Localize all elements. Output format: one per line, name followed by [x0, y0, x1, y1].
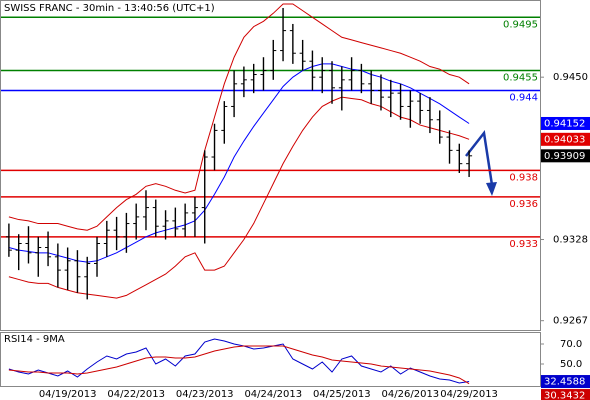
- projection-arrow: [465, 129, 494, 186]
- arrow-head: [486, 182, 497, 196]
- price-tag: [541, 132, 590, 146]
- level-label: 0.9495: [503, 19, 538, 30]
- rsi-panel: [0, 332, 541, 387]
- x-tick-label: 04/25/2013: [313, 389, 371, 400]
- price-tag: [541, 116, 590, 130]
- x-tick-label: 04/23/2013: [176, 389, 234, 400]
- indicator-line: [8, 63, 470, 263]
- level-label: 0.9455: [503, 73, 538, 84]
- level-label: 0.944: [509, 92, 538, 103]
- x-tick-label: 04/29/2013: [440, 389, 498, 400]
- indicator-line: [8, 3, 470, 231]
- y-tick-label: 0.9328: [553, 235, 588, 246]
- indicator-line: [8, 96, 470, 299]
- y-tick-label: 0.9450: [553, 72, 588, 83]
- x-tick-label: 04/22/2013: [107, 389, 165, 400]
- price-tag: [541, 149, 590, 163]
- y-tick-label: 70.0: [560, 339, 582, 350]
- price-tag-label: 0.94152: [544, 118, 585, 129]
- x-tick-label: 04/24/2013: [244, 389, 302, 400]
- x-tick-label: 04/19/2013: [39, 389, 97, 400]
- rsi-title: RSI14 - 9MA: [4, 334, 65, 345]
- level-label: 0.936: [509, 199, 538, 210]
- price-tag-label: 0.94033: [544, 134, 585, 145]
- price-panel: [0, 0, 541, 331]
- chart-title: SWISS FRANC - 30min - 13:40:56 (UTC+1): [4, 3, 215, 14]
- price-tag-label: 32.4588: [544, 377, 585, 388]
- rsi-line: [8, 345, 470, 385]
- y-tick-label: 50.0: [560, 359, 582, 370]
- price-tag: [541, 375, 590, 389]
- y-tick-label: 0.9267: [553, 316, 588, 327]
- level-label: 0.938: [509, 172, 538, 183]
- level-label: 0.933: [509, 239, 538, 250]
- x-tick-label: 04/26/2013: [382, 389, 440, 400]
- price-tag-label: 0.93909: [544, 151, 585, 162]
- price-tag-label: 30.3432: [544, 391, 585, 400]
- price-tag: [541, 389, 590, 400]
